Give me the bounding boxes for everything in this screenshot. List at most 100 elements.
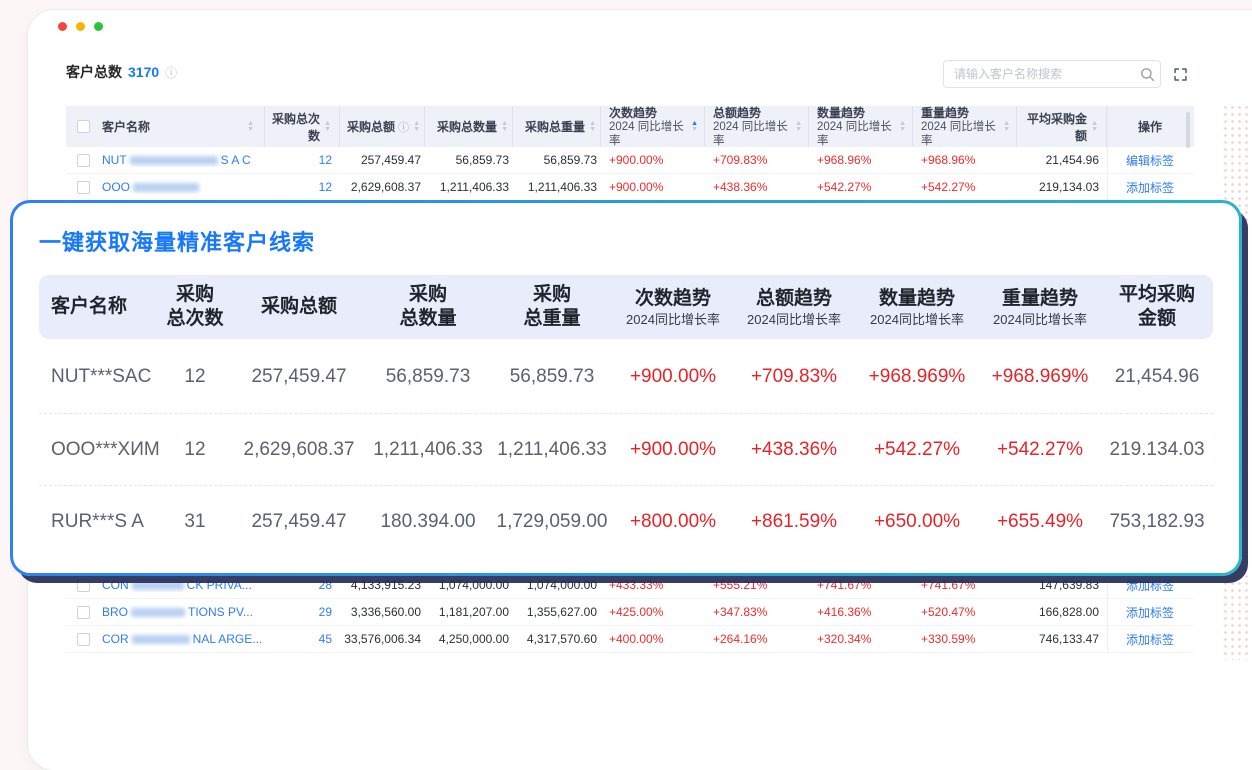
col-header-actions: 操作: [1107, 106, 1192, 147]
cell-quantity: 1,211,406.33: [439, 180, 509, 194]
cell-quantity-trend: +416.36%: [817, 605, 872, 619]
cell-times-trend: +425.00%: [609, 605, 664, 619]
cell-times: 28: [318, 578, 332, 592]
cell-times-trend: +433.33%: [609, 578, 664, 592]
promo-title: 一键获取海量精准客户线索: [39, 230, 316, 255]
cell-times: 12: [318, 180, 332, 194]
cell-times: 12: [318, 153, 332, 167]
table-row: NUT S A C 12 257,459.47 56,859.73 56,859.…: [66, 147, 1194, 174]
close-window-icon[interactable]: [58, 22, 67, 31]
customer-total-label: 客户总数: [66, 64, 122, 80]
sort-icon: ▲ ▼: [413, 120, 420, 133]
cell-weight-trend: +520.47%: [921, 605, 976, 619]
cell-amount: 257,459.47: [360, 153, 421, 167]
table-header-row: 客户名称 ▲ ▼ 采购总次数 ▲ ▼ 采购总额 ⓘ ▲ ▼ 采购总数量 ▲ ▼ 采购总重…: [66, 106, 1194, 147]
col-header-customer-name[interactable]: 客户名称 ▲ ▼: [100, 106, 265, 147]
table-row: COR NAL ARGE... 45 33,576,006.34 4,250,00…: [66, 626, 1194, 653]
cell-quantity: 4,250,000.00: [438, 632, 509, 646]
cell-avg-amount: 147,639.83: [1038, 578, 1099, 592]
promo-row: NUT***SAC 12 257,459.47 56,859.73 56,859…: [39, 341, 1213, 413]
redacted-text: [131, 607, 186, 617]
cell-amount: 33,576,006.34: [344, 632, 421, 646]
cell-quantity: 56,859.73: [455, 153, 509, 167]
redacted-text: [131, 580, 184, 590]
promo-card: 一键获取海量精准客户线索 客户名称 采购 总次数 采购总额 采购 总数量 采购 总重量…: [10, 200, 1242, 576]
row-checkbox[interactable]: [76, 153, 90, 167]
cell-quantity-trend: +968.96%: [817, 153, 872, 167]
sort-icon: ▲ ▼: [589, 120, 596, 133]
add-tag-button[interactable]: 添加标签: [1107, 626, 1192, 652]
cell-weight: 4,317,570.60: [526, 632, 597, 646]
sort-icon: ▲ ▼: [899, 120, 906, 133]
add-tag-button[interactable]: 添加标签: [1107, 572, 1192, 598]
select-all-checkbox[interactable]: [76, 120, 90, 133]
col-header-total-times[interactable]: 采购总次数 ▲ ▼: [265, 106, 340, 147]
add-tag-button[interactable]: 添加标签: [1107, 599, 1192, 625]
cell-weight-trend: +330.59%: [921, 632, 976, 646]
info-icon[interactable]: ⓘ: [165, 65, 178, 80]
cell-amount: 4,133,915.23: [350, 578, 421, 592]
add-tag-button[interactable]: 添加标签: [1107, 174, 1192, 200]
col-header-avg-amount[interactable]: 平均采购金额 ▲ ▼: [1017, 106, 1107, 147]
redacted-text: [131, 634, 190, 644]
row-checkbox[interactable]: [76, 180, 90, 194]
customer-name-link[interactable]: OOO: [100, 180, 265, 194]
search-icon[interactable]: [1134, 67, 1160, 82]
cell-quantity-trend: +741.67%: [817, 578, 872, 592]
cell-avg-amount: 21,454.96: [1045, 153, 1099, 167]
promo-row: OOO***ХИМ 12 2,629,608.37 1,211,406.33 1…: [39, 413, 1213, 485]
cell-avg-amount: 746,133.47: [1038, 632, 1099, 646]
cell-amount-trend: +555.21%: [713, 578, 768, 592]
cell-weight-trend: +968.96%: [921, 153, 976, 167]
table-row: BRO TIONS PV... 29 3,336,560.00 1,181,207…: [66, 599, 1194, 626]
maximize-window-icon[interactable]: [94, 22, 103, 31]
table-row: OOO 12 2,629,608.37 1,211,406.33 1,211,4…: [66, 174, 1194, 201]
vertical-scrollbar[interactable]: [1186, 112, 1190, 148]
cell-weight: 1,211,406.33: [527, 180, 597, 194]
promo-customer-name: OOO***ХИМ: [51, 438, 160, 460]
cell-amount: 2,629,608.37: [350, 180, 421, 194]
sort-icon: ▲ ▼: [324, 120, 331, 133]
cell-times-trend: +900.00%: [609, 180, 664, 194]
cell-amount: 3,336,560.00: [350, 605, 421, 619]
cell-quantity: 1,074,000.00: [438, 578, 509, 592]
sort-icon: ▲ ▼: [1091, 120, 1098, 133]
col-header-times-trend[interactable]: 次数趋势 2024 同比增长率 ▲ ▼: [601, 106, 705, 147]
customer-name-link[interactable]: NUT S A C: [102, 153, 251, 167]
customer-search[interactable]: [943, 60, 1161, 88]
info-icon[interactable]: ⓘ: [398, 121, 410, 134]
edit-tag-button[interactable]: 编辑标签: [1107, 147, 1192, 173]
redacted-text: [133, 182, 200, 192]
col-header-total-quantity[interactable]: 采购总数量 ▲ ▼: [425, 106, 513, 147]
row-checkbox[interactable]: [76, 578, 90, 592]
customer-name-link[interactable]: COR NAL ARGE...: [102, 632, 263, 646]
sort-icon: ▲ ▼: [247, 120, 254, 133]
customer-name-link[interactable]: CON CK PRIVA...: [102, 578, 252, 592]
minimize-window-icon[interactable]: [76, 22, 85, 31]
col-header-quantity-trend[interactable]: 数量趋势 2024 同比增长率 ▲ ▼: [809, 106, 913, 147]
cell-weight: 1,355,627.00: [526, 605, 597, 619]
sort-icon-active: ▲ ▼: [691, 120, 698, 133]
cell-times-trend: +400.00%: [609, 632, 664, 646]
promo-col-customer-name: 客户名称: [51, 296, 128, 317]
select-all-cell: [66, 106, 100, 147]
col-header-total-weight[interactable]: 采购总重量 ▲ ▼: [513, 106, 601, 147]
promo-row: RUR***S A 31 257,459.47 180.394.00 1,729…: [39, 485, 1213, 557]
cell-amount-trend: +347.83%: [713, 605, 768, 619]
customer-name-link[interactable]: BRO TIONS PV...: [102, 605, 253, 619]
col-header-weight-trend[interactable]: 重量趋势 2024 同比增长率 ▲ ▼: [913, 106, 1017, 147]
row-checkbox[interactable]: [76, 632, 90, 646]
cell-amount-trend: +264.16%: [713, 632, 768, 646]
sort-icon: ▲ ▼: [501, 120, 508, 133]
row-checkbox[interactable]: [76, 605, 90, 619]
cell-amount-trend: +709.83%: [713, 153, 768, 167]
col-header-total-amount[interactable]: 采购总额 ⓘ ▲ ▼: [340, 106, 425, 147]
sort-icon: ▲ ▼: [795, 120, 802, 133]
search-input[interactable]: [944, 67, 1134, 81]
table-row: CON CK PRIVA... 28 4,133,915.23 1,074,000…: [66, 572, 1194, 599]
redacted-text: [129, 155, 218, 165]
fullscreen-icon[interactable]: [1170, 64, 1190, 84]
cell-avg-amount: 166,828.00: [1038, 605, 1099, 619]
page-title: 客户总数 3170 ⓘ: [66, 62, 1248, 82]
col-header-amount-trend[interactable]: 总额趋势 2024 同比增长率 ▲ ▼: [705, 106, 809, 147]
